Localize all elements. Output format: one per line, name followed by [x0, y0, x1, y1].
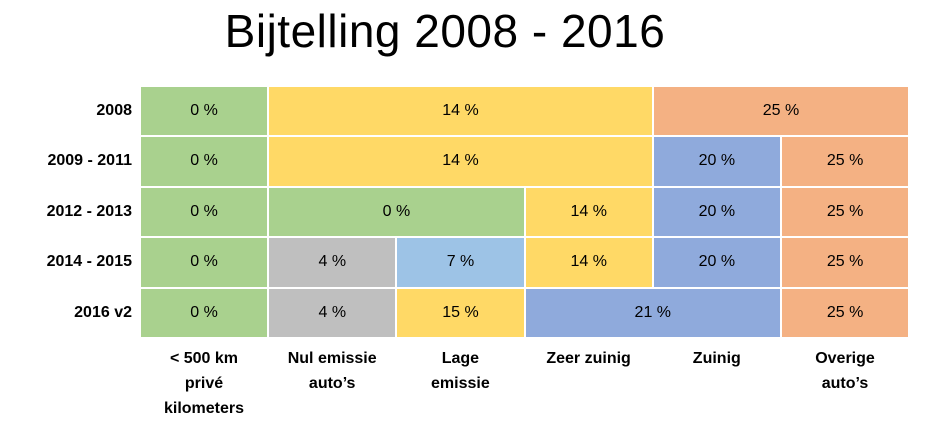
page-title: Bijtelling 2008 - 2016: [224, 5, 666, 57]
table-cell: 0 %: [268, 186, 525, 238]
table-cell: 25 %: [781, 186, 910, 238]
table-cell: 25 %: [781, 237, 910, 288]
table-cell: 25 %: [781, 136, 910, 187]
row-label: 2014 - 2015: [46, 253, 132, 271]
column-label: < 500 km privé kilometers: [163, 350, 245, 417]
row-label: 2016 v2: [74, 303, 132, 321]
row-label: 2008: [96, 102, 132, 119]
column-label: Overige auto’s: [815, 350, 875, 392]
table-cell: 14 %: [268, 136, 653, 187]
table-cell: 7 %: [396, 237, 525, 288]
table-cell: 21 %: [524, 287, 781, 338]
table-cell: 14 %: [524, 186, 653, 238]
table-cell: 20 %: [652, 237, 781, 288]
table-cell: 15 %: [396, 287, 525, 338]
column-label: Zuinig: [692, 350, 741, 367]
table-cell: 25 %: [652, 86, 910, 137]
table-cell: 0 %: [140, 86, 269, 137]
table-cell: 14 %: [524, 237, 653, 288]
table-cell: 4 %: [268, 237, 397, 288]
table-cell: 20 %: [652, 136, 781, 187]
row-label: 2009 - 2011: [47, 152, 132, 170]
table-cell: 0 %: [140, 186, 269, 238]
column-label: Zeer zuinig: [546, 350, 631, 367]
table-cell: 0 %: [140, 287, 269, 338]
table-cell: 20 %: [652, 186, 781, 238]
column-label: Nul emissie auto’s: [287, 350, 377, 392]
column-label: Lage emissie: [431, 350, 490, 392]
table-cell: 4 %: [268, 287, 397, 338]
table-cell: 25 %: [781, 287, 910, 338]
table-cell: 0 %: [140, 237, 269, 288]
table-cell: 14 %: [268, 86, 653, 137]
row-label: 2012 - 2013: [46, 202, 132, 220]
table-cell: 0 %: [140, 136, 269, 187]
